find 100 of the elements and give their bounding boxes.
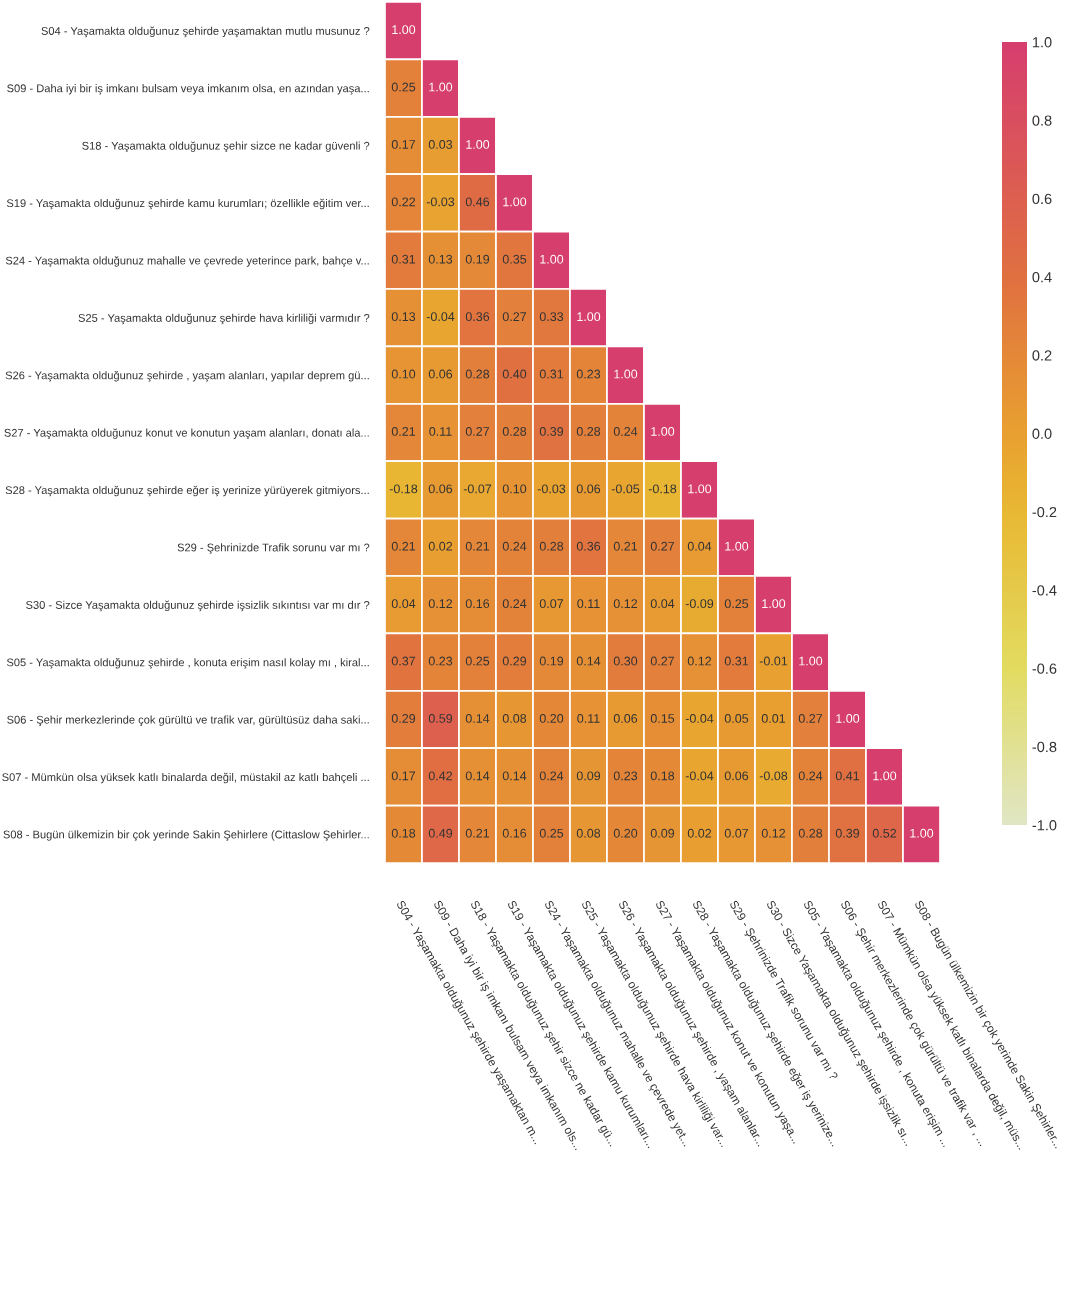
data-label: 0.49 <box>428 828 453 838</box>
data-label: 0.20 <box>613 828 638 838</box>
data-label: 0.18 <box>391 828 416 838</box>
y-tick-label: S26 - Yaşamakta olduğunuz şehirde , yaşam alanları, yapılar deprem gü... <box>5 371 369 382</box>
data-label: 0.37 <box>391 656 416 666</box>
data-label: 0.39 <box>835 828 860 838</box>
data-label: 0.21 <box>465 541 490 551</box>
data-label: 0.06 <box>428 369 453 379</box>
data-label: 0.19 <box>465 254 490 264</box>
data-label: 1.00 <box>466 140 490 149</box>
data-label: -0.05 <box>611 484 640 494</box>
data-label: 0.13 <box>391 312 416 322</box>
color-bar-label: 0.0 <box>1032 428 1052 439</box>
data-label: 0.30 <box>613 656 638 666</box>
data-label: 0.07 <box>539 599 564 609</box>
data-label: 0.17 <box>391 771 416 781</box>
data-label: 1.00 <box>392 25 416 35</box>
data-label: 0.41 <box>835 771 860 781</box>
color-bar-label: -0.6 <box>1032 663 1057 674</box>
color-bar-label: 0.6 <box>1032 193 1052 205</box>
data-label: 1.00 <box>873 771 897 781</box>
data-label: -0.09 <box>685 599 714 609</box>
data-label: 0.05 <box>724 714 749 723</box>
data-label: 0.23 <box>428 656 453 666</box>
data-label: 0.24 <box>502 541 527 551</box>
data-label: 0.27 <box>465 427 490 436</box>
data-label: -0.04 <box>685 714 714 723</box>
data-label: 0.12 <box>687 656 712 666</box>
data-label: 1.00 <box>762 599 786 609</box>
data-label: 0.24 <box>502 599 527 609</box>
data-label: -0.08 <box>759 771 788 781</box>
data-label: 0.21 <box>613 541 638 551</box>
data-label: 0.28 <box>465 369 490 379</box>
y-tick-label: S24 - Yaşamakta olduğunuz mahalle ve çevrede yeterince park, bahçe v... <box>5 256 369 267</box>
data-label: 1.00 <box>725 541 749 551</box>
y-tick-label: S06 - Şehir merkezlerinde çok gürültü ve trafik var, gürültüsüz daha saki... <box>7 715 369 726</box>
data-label: 0.28 <box>502 427 527 436</box>
data-label: 0.27 <box>650 541 675 551</box>
data-label: 0.04 <box>650 599 675 609</box>
color-bar-label: -1.0 <box>1032 820 1057 831</box>
data-label: 0.12 <box>761 828 786 838</box>
data-label: 0.28 <box>539 541 564 551</box>
data-label: 0.21 <box>465 828 490 838</box>
data-label: 0.42 <box>428 771 453 781</box>
y-tick-label: S28 - Yaşamakta olduğunuz şehirde eğer iş yerinize yürüyerek gitmiyors... <box>5 485 369 497</box>
data-label: 1.00 <box>503 197 527 207</box>
data-label: 0.04 <box>687 541 712 551</box>
data-label: 1.00 <box>651 427 675 436</box>
data-label: 0.36 <box>465 312 490 322</box>
y-tick-label: S25 - Yaşamakta olduğunuz şehirde hava kirliliği varmıdır ? <box>78 313 370 325</box>
data-label: 0.35 <box>502 254 527 264</box>
color-bar-label: 0.2 <box>1032 350 1052 361</box>
data-label: -0.18 <box>648 484 677 494</box>
color-bar-label: -0.8 <box>1032 741 1057 753</box>
data-label: 0.02 <box>428 541 453 551</box>
data-label: 0.25 <box>391 82 416 92</box>
data-label: 0.10 <box>502 484 527 494</box>
data-label: 0.15 <box>650 714 675 723</box>
data-label: 0.09 <box>576 771 601 781</box>
data-label: 0.29 <box>391 714 416 723</box>
data-label: 0.28 <box>576 427 601 436</box>
data-label: 0.17 <box>391 140 416 149</box>
data-label: 0.21 <box>391 427 416 436</box>
data-label: 0.12 <box>428 599 453 609</box>
y-tick-label: S19 - Yaşamakta olduğunuz şehirde kamu kurumları; özellikle eğitim ver... <box>6 198 369 210</box>
data-label: 0.10 <box>391 369 416 379</box>
data-label: -0.18 <box>389 484 418 494</box>
data-label: 0.03 <box>428 140 453 149</box>
data-label: 0.23 <box>576 369 601 379</box>
data-label: 1.00 <box>577 312 601 322</box>
data-label: 0.16 <box>502 828 527 838</box>
data-label: 0.16 <box>465 599 490 609</box>
data-label: 0.22 <box>391 197 416 207</box>
data-label: 0.25 <box>724 599 749 609</box>
y-tick-label: S29 - Şehrinizde Trafik sorunu var mı ? <box>177 543 370 554</box>
data-label: -0.07 <box>463 484 492 494</box>
data-label: 0.08 <box>576 828 601 838</box>
data-label: 1.00 <box>429 82 453 92</box>
data-label: 0.06 <box>724 771 749 781</box>
data-label: 0.25 <box>465 656 490 666</box>
data-label: 0.20 <box>539 714 564 723</box>
data-label: 1.00 <box>799 656 823 666</box>
y-tick-label: S08 - Bugün ülkemizin bir çok yerinde Sakin Şehirlere (Cittaslow Şehirler... <box>3 830 369 841</box>
data-label: 0.14 <box>576 656 601 666</box>
data-label: 0.29 <box>502 656 527 666</box>
data-label: 1.00 <box>836 714 860 723</box>
data-label: 0.36 <box>576 541 601 551</box>
data-label: -0.04 <box>685 771 714 781</box>
color-bar-label: 1.0 <box>1032 37 1052 48</box>
data-label: 1.00 <box>910 828 934 838</box>
data-label: 0.33 <box>539 312 564 322</box>
data-label: 0.21 <box>391 541 416 551</box>
color-bar-label: 0.8 <box>1032 115 1052 126</box>
data-label: 0.59 <box>428 714 453 723</box>
data-label: 0.01 <box>761 714 786 723</box>
data-label: 0.25 <box>539 828 564 838</box>
data-label: 0.24 <box>798 771 823 781</box>
data-label: 0.06 <box>613 714 638 723</box>
y-tick-label: S30 - Sizce Yaşamakta olduğunuz şehirde işsizlik sıkıntısı var mı dır ? <box>26 600 370 612</box>
data-label: 0.28 <box>798 828 823 838</box>
